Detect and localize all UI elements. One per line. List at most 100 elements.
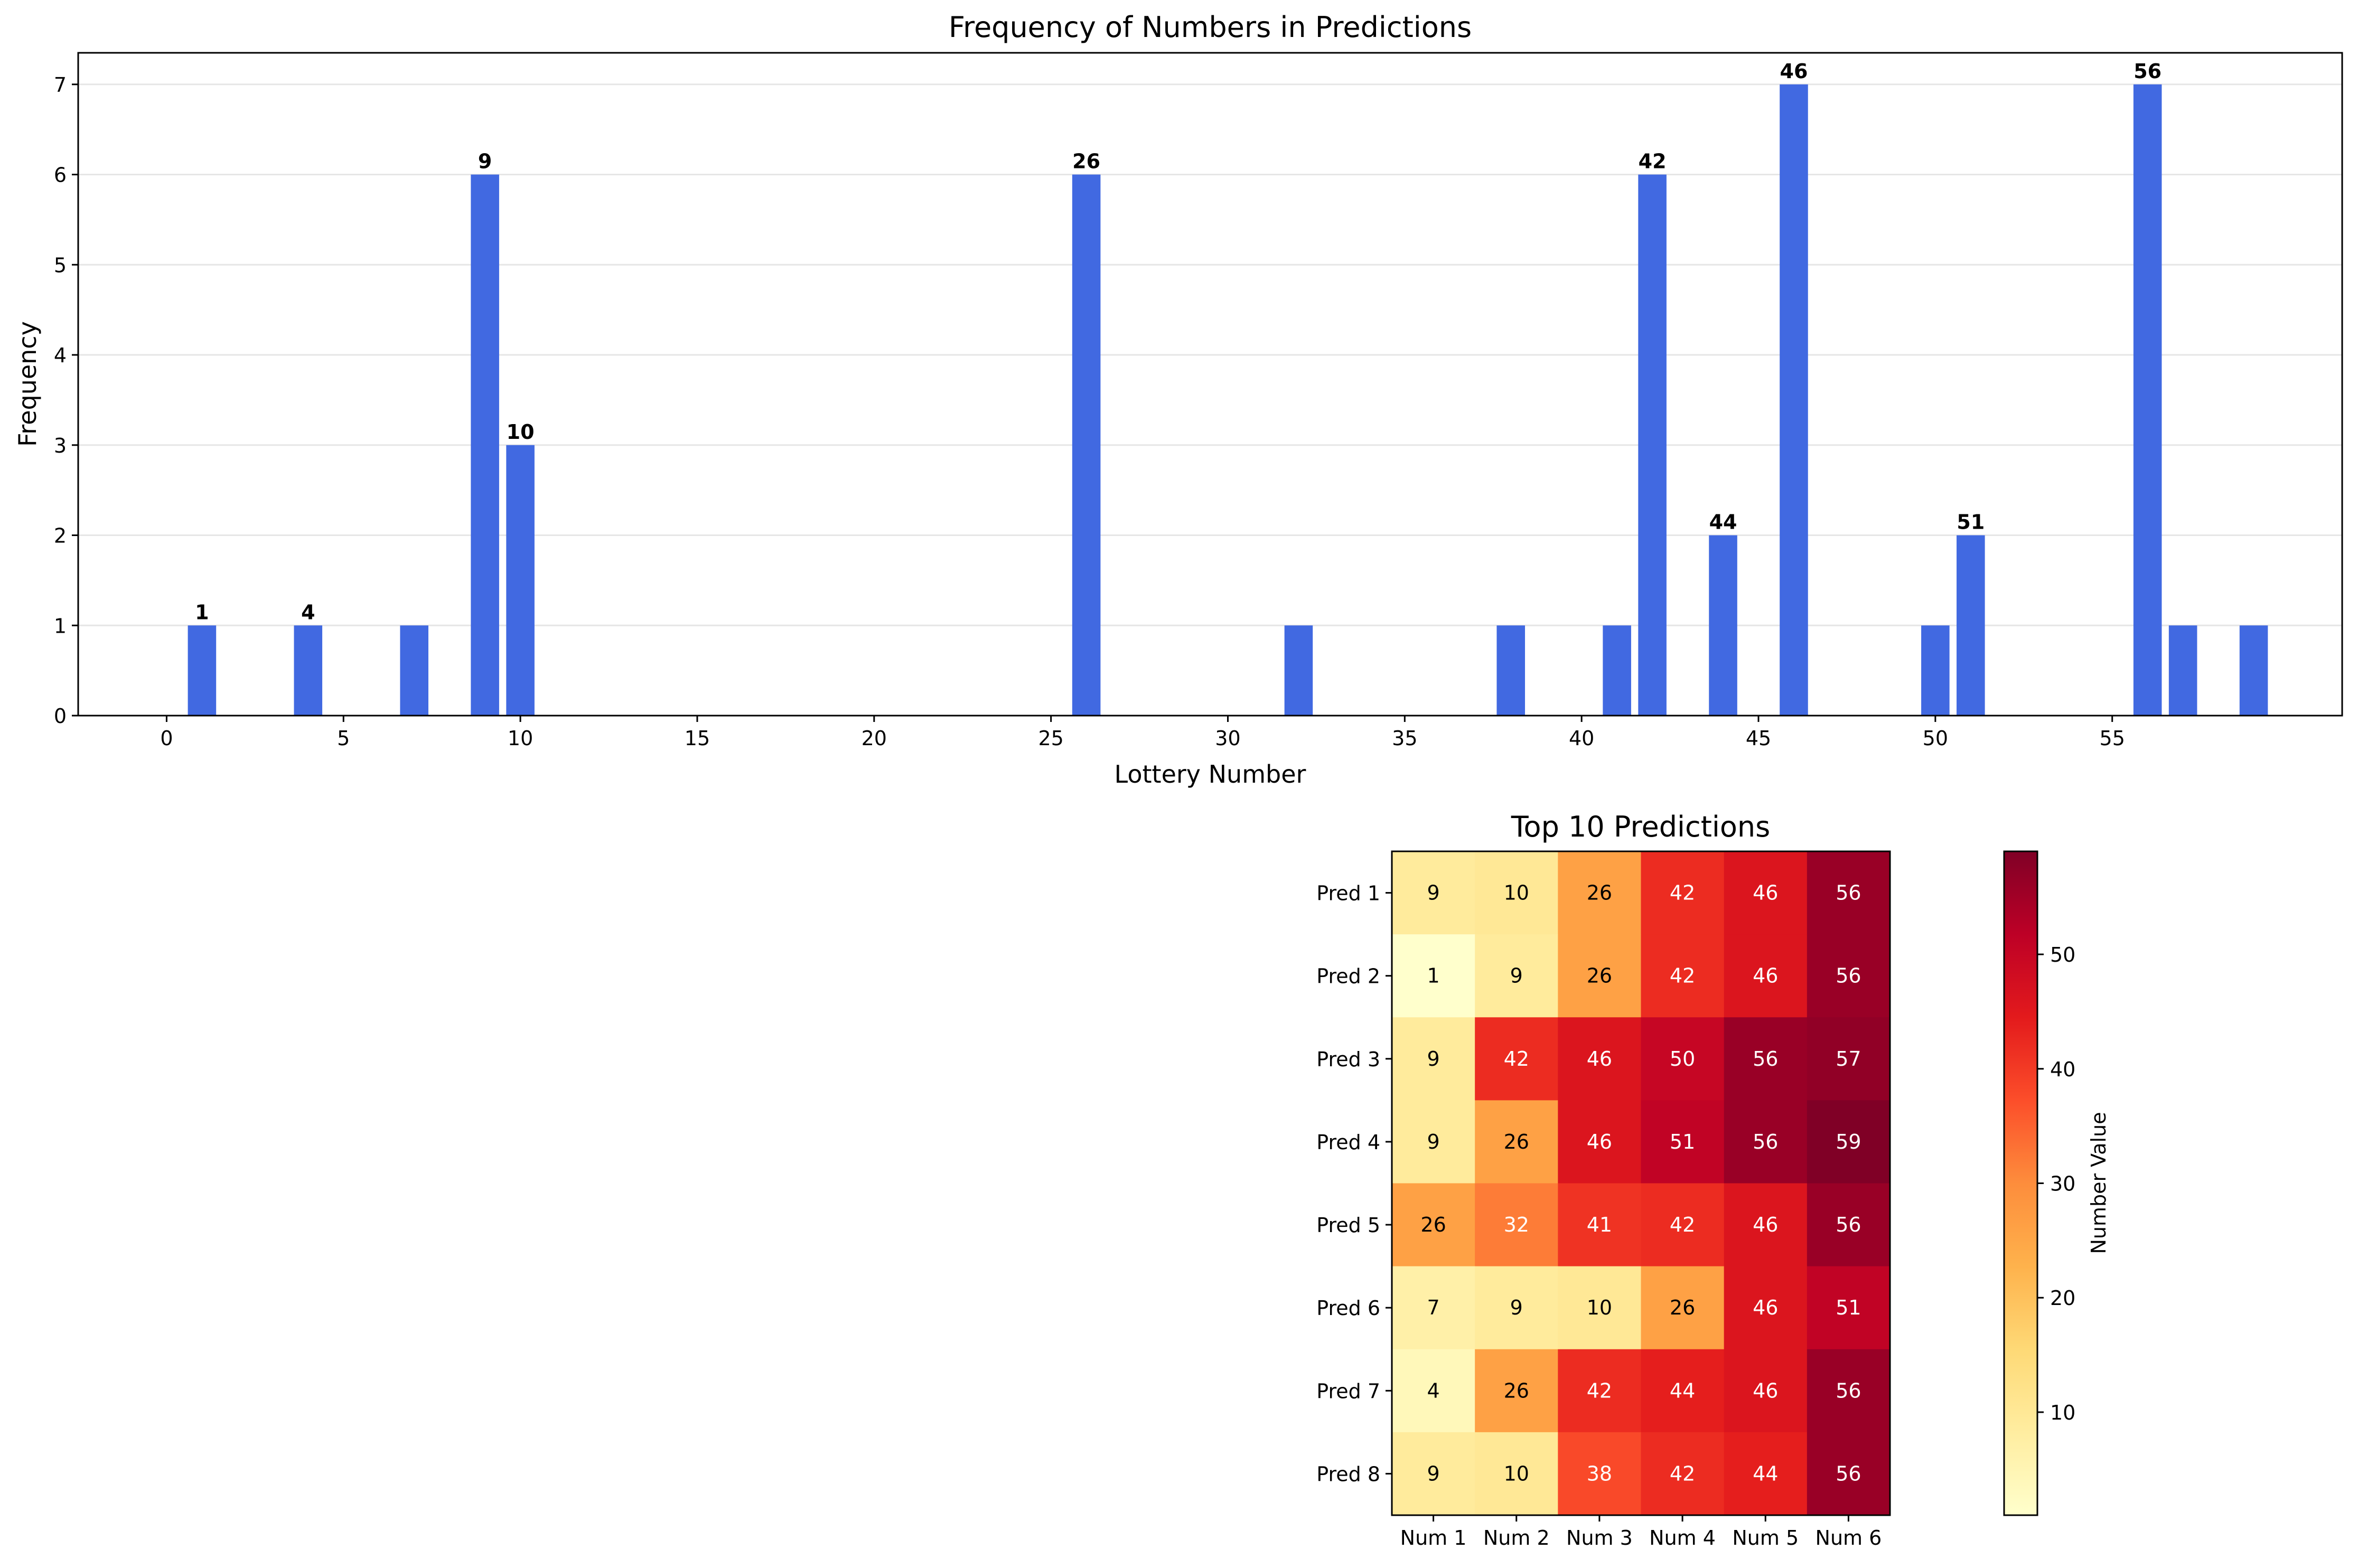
bar-label-4: 4 <box>301 600 315 624</box>
heatmap-cell-value: 9 <box>1427 1130 1439 1153</box>
heatmap-cell-value: 10 <box>1587 1296 1612 1319</box>
row-label: Pred 8 <box>1316 1462 1380 1486</box>
heatmap-cell <box>1558 1349 1641 1433</box>
heatmap-cell-value: 7 <box>1427 1296 1439 1319</box>
heatmap-cell-value: 42 <box>1670 1462 1695 1485</box>
heatmap-cell <box>1558 1183 1641 1267</box>
heatmap-cell-value: 57 <box>1836 1047 1861 1071</box>
heatmap-cell <box>1475 1266 1558 1350</box>
heatmap-colorbar: 10 20 30 40 50 Number Value <box>2003 850 2110 1516</box>
row-label: Pred 3 <box>1316 1048 1380 1071</box>
heatmap-cell-value: 10 <box>1504 881 1529 905</box>
heatmap-cell <box>1807 1017 1891 1101</box>
heatmap-cell <box>1475 851 1558 935</box>
bar-label-56: 56 <box>2134 60 2162 83</box>
heatmap-cell <box>1724 1017 1808 1101</box>
x-tick-label: 0 <box>160 727 173 750</box>
heatmap-cell <box>1558 1432 1641 1516</box>
heatmap-cell-value: 9 <box>1427 881 1439 905</box>
bar-42 <box>1638 174 1667 716</box>
y-tick-label: 1 <box>54 614 67 637</box>
heatmap-cell-value: 42 <box>1670 964 1695 988</box>
bar-32 <box>1284 625 1313 716</box>
heatmap-cell-value: 46 <box>1587 1047 1612 1071</box>
heatmap-cell-value: 56 <box>1836 1379 1861 1402</box>
heatmap-cell <box>1392 1266 1475 1350</box>
heatmap-cell-value: 44 <box>1753 1462 1778 1485</box>
x-tick-label: 45 <box>1746 727 1771 750</box>
heatmap-cell-value: 50 <box>1670 1047 1695 1071</box>
heatmap-cell-value: 10 <box>1504 1462 1529 1485</box>
heatmap-cell <box>1392 1100 1475 1184</box>
heatmap-cell <box>1807 1183 1891 1267</box>
heatmap-cell-value: 56 <box>1836 964 1861 988</box>
x-tick-label: 50 <box>1923 727 1948 750</box>
heatmap-cell-value: 9 <box>1510 1296 1523 1319</box>
bar-label-46: 46 <box>1780 60 1808 83</box>
heatmap-cell <box>1475 1349 1558 1433</box>
bar-chart-gridlines <box>78 83 2342 626</box>
y-tick-label: 0 <box>54 705 67 728</box>
heatmap-cell <box>1807 1266 1891 1350</box>
bar-label-9: 9 <box>478 150 492 173</box>
bar-chart-value-labels: 1 4 9 10 26 42 44 46 51 56 <box>195 60 2162 624</box>
heatmap-cell-value: 46 <box>1753 881 1778 905</box>
heatmap-cell <box>1807 1432 1891 1516</box>
heatmap-cell <box>1392 1183 1475 1267</box>
heatmap-cell <box>1807 1100 1891 1184</box>
x-tick-label: 25 <box>1038 727 1063 750</box>
bar-chart-y-ticks: 0 1 2 3 4 5 6 7 <box>54 73 78 728</box>
heatmap-cell-value: 59 <box>1836 1130 1861 1153</box>
bar-chart-bars <box>188 84 2268 716</box>
bar-label-10: 10 <box>507 420 535 444</box>
heatmap-cell-value: 46 <box>1587 1130 1612 1153</box>
heatmap-cell-value: 46 <box>1753 1213 1778 1236</box>
heatmap-cell <box>1475 1432 1558 1516</box>
heatmap-cell-value: 1 <box>1427 964 1439 988</box>
heatmap-cell-value: 51 <box>1836 1296 1861 1319</box>
bar-chart-x-axis-label: Lottery Number <box>1115 760 1306 788</box>
heatmap-cell <box>1392 851 1475 935</box>
heatmap-cell <box>1807 1349 1891 1433</box>
row-label: Pred 7 <box>1316 1379 1380 1403</box>
colorbar-label: Number Value <box>2087 1112 2110 1254</box>
heatmap-cell <box>1724 1266 1808 1350</box>
heatmap-cell <box>1558 1266 1641 1350</box>
heatmap-cell-value: 26 <box>1587 964 1612 988</box>
heatmap-cell-value: 44 <box>1670 1379 1695 1402</box>
heatmap-cell-value: 56 <box>1753 1130 1778 1153</box>
heatmap-cells <box>1392 851 1891 1516</box>
bar-51 <box>1957 535 1985 716</box>
heatmap-cell <box>1724 934 1808 1018</box>
heatmap-cell <box>1475 934 1558 1018</box>
bar-57 <box>2168 625 2197 716</box>
heatmap-cell-value: 56 <box>1836 1213 1861 1236</box>
bar-59 <box>2239 625 2268 716</box>
heatmap-cell-value: 46 <box>1753 1296 1778 1319</box>
colorbar-tick-label: 40 <box>2050 1058 2075 1081</box>
heatmap-cell-value: 4 <box>1427 1379 1439 1402</box>
heatmap-cell-value: 26 <box>1670 1296 1695 1319</box>
heatmap-cell-value: 56 <box>1836 881 1861 905</box>
heatmap-cell <box>1475 1100 1558 1184</box>
bar-38 <box>1496 625 1526 716</box>
predictions-heatmap: Top 10 Predictions 9 10 26 42 46 56 1 9 26 42 46 56… <box>1316 810 1891 1550</box>
heatmap-cell <box>1724 1100 1808 1184</box>
heatmap-cell-value: 42 <box>1670 1213 1695 1236</box>
heatmap-title: Top 10 Predictions <box>1511 810 1771 843</box>
bar-label-26: 26 <box>1072 150 1100 173</box>
row-label: Pred 1 <box>1316 882 1380 905</box>
bar-chart-y-axis-label: Frequency <box>13 321 42 447</box>
heatmap-cell-value: 26 <box>1504 1379 1529 1402</box>
heatmap-cell-value: 42 <box>1504 1047 1529 1071</box>
bar-1 <box>188 625 217 716</box>
heatmap-cell <box>1724 1183 1808 1267</box>
heatmap-column-labels: Num 1 Num 2 Num 3 Num 4 Num 5 Num 6 <box>1400 1515 1882 1550</box>
column-label: Num 5 <box>1732 1526 1799 1550</box>
bar-chart-frame <box>77 52 2343 717</box>
heatmap-cell <box>1558 851 1641 935</box>
x-tick-label: 35 <box>1392 727 1417 750</box>
heatmap-cell <box>1641 1266 1725 1350</box>
x-tick-label: 30 <box>1215 727 1240 750</box>
